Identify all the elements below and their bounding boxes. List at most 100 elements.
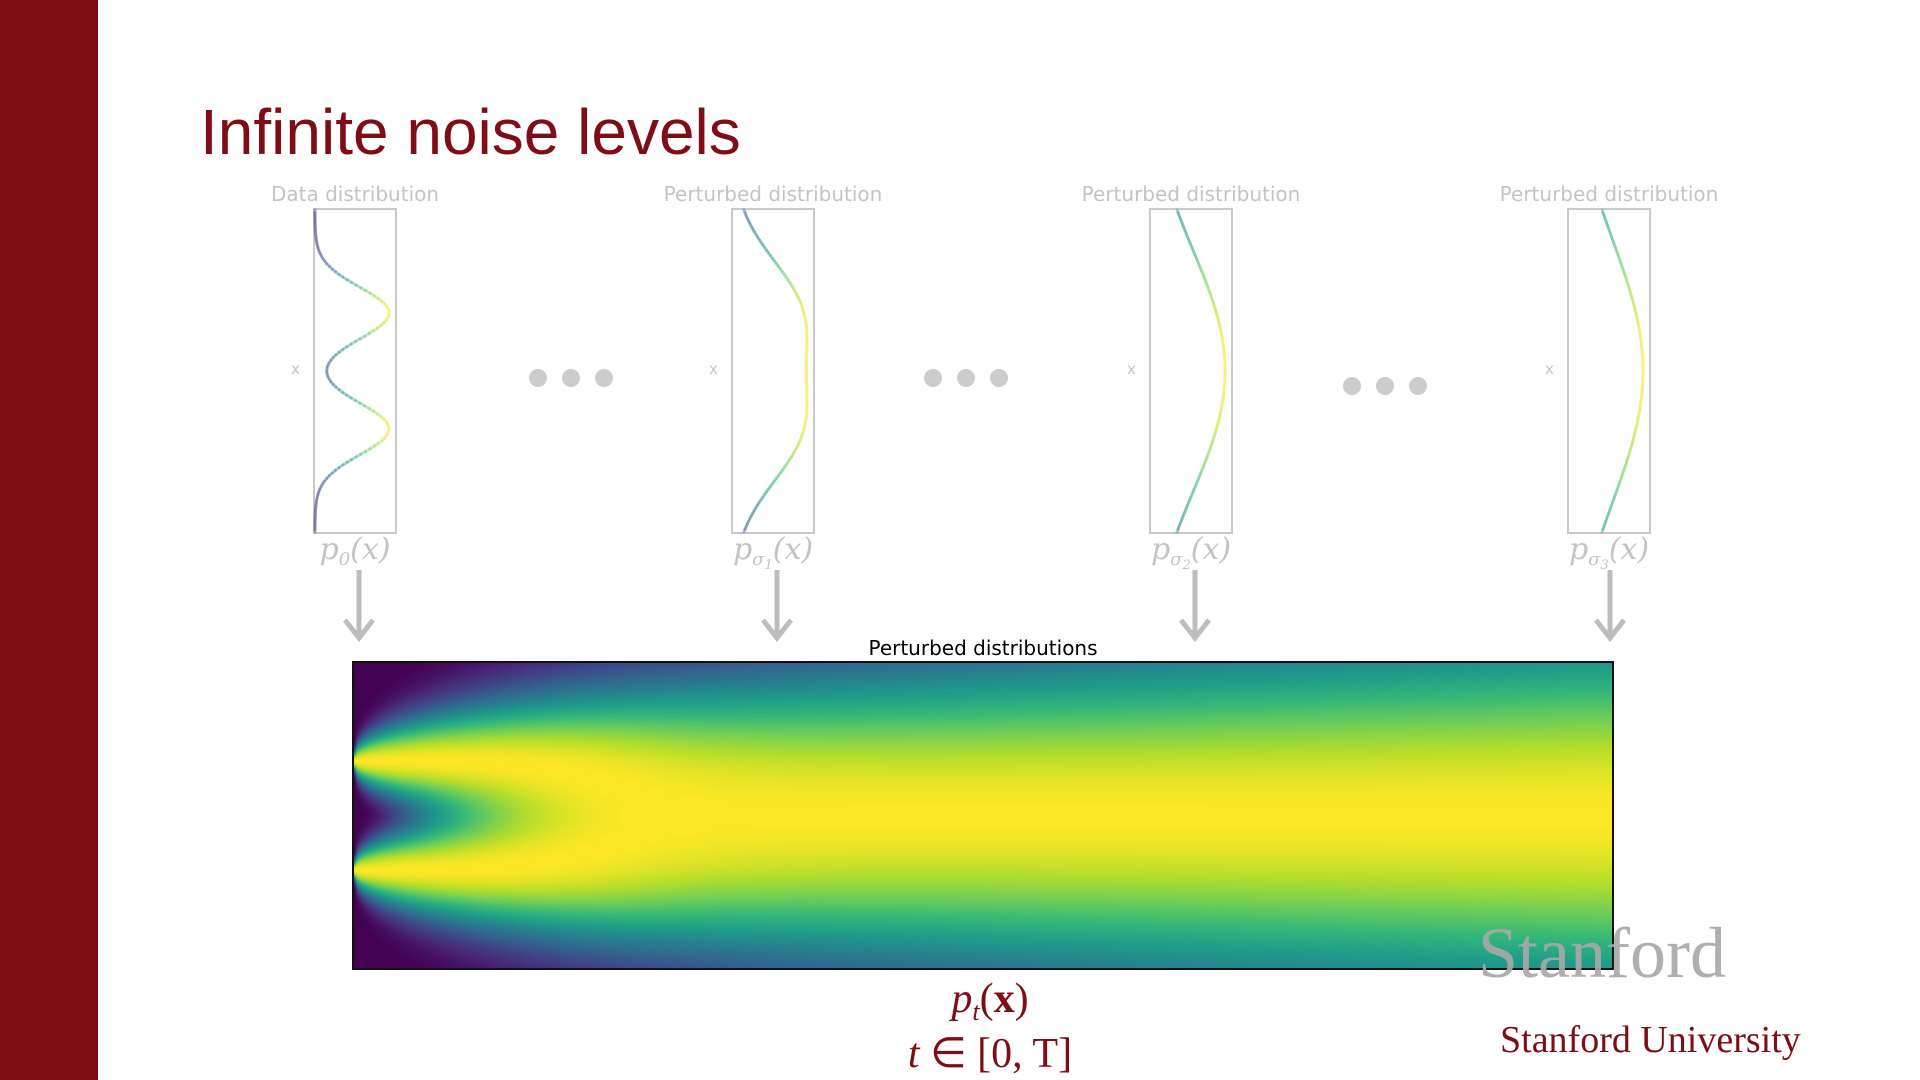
density-curve-segment [1183,229,1188,236]
density-curve-segment [786,458,792,464]
density-curve-segment [1182,227,1187,233]
density-curve-segment [1637,323,1641,330]
density-curve-segment [793,447,798,453]
density-curve-segment [1214,310,1219,317]
density-curve-segment [337,388,345,394]
density-curve-segment [363,404,371,411]
density-curve-segment [323,476,329,483]
density-curve-segment [316,490,321,496]
density-curve-segment [1180,514,1185,521]
density-curve-segment [1612,492,1617,499]
density-curve-segment [1180,221,1185,228]
density-curve-segment [358,334,367,341]
density-curve-segment [1621,468,1626,475]
density-curve-segment [326,361,331,368]
density-curve-segment [1614,248,1619,255]
density-curve-segment [772,259,778,266]
density-label: p0(x) [319,532,391,570]
density-curve-segment [354,452,363,459]
density-curve-segment [329,356,335,362]
density-curve-segment [1615,484,1620,491]
density-curve-segment [1632,431,1637,437]
density-curve-segment [386,428,391,435]
density-curve-segment [1630,439,1635,445]
density-curve-segment [376,323,383,330]
density-curve-segment [793,289,798,295]
density-curve-segment [1619,262,1624,268]
density-curve-segment [315,240,319,247]
density-curve-segment [385,431,390,437]
density-curve-segment [1624,278,1629,284]
density-curve-segment [1632,433,1636,440]
density-curve-segment [1606,511,1611,518]
density-curve-segment [318,484,323,491]
density-curve-segment [763,246,769,252]
density-curve-segment [770,256,776,263]
density-curve [742,208,809,534]
density-curve-segment [1175,208,1180,215]
density-curve-segment [1603,519,1608,526]
density-curve-segment [386,423,391,429]
density-curve-segment [327,358,333,365]
density-curve-segment [802,425,806,432]
density-curve-segment [748,221,753,228]
density-curve-segment [1612,243,1617,250]
density-curve-segment [1207,447,1212,453]
density-curve-segment [800,431,805,437]
density-curve-segment [749,224,755,231]
density-curve-segment [1219,404,1224,411]
density-curve-segment [1205,283,1210,290]
density-curve-segment [341,460,349,467]
time-range-formula: t ∈ [0, T] [907,1031,1073,1077]
density-curve-segment [778,267,784,274]
density-curve-segment [770,479,776,486]
density-curve-segment [1179,517,1184,523]
density-curve-segment [789,452,795,459]
density-curve-segment [1215,313,1220,319]
density-curve-segment [1214,425,1219,432]
density-curve-segment [751,509,756,515]
density-curve-segment [1177,522,1182,529]
plot-frame [1567,208,1651,534]
density-curve-segment [794,291,799,298]
density-curve-segment [345,342,353,349]
density-curve-segment [1219,329,1223,335]
density-curve-segment [788,280,793,287]
density-curve-segment [743,525,748,531]
density-curve-segment [376,412,383,419]
density-curve-segment [1618,259,1623,266]
density-curve-segment [782,463,788,470]
density-curve-segment [358,401,367,408]
density-curve-segment [1624,458,1629,464]
density-curve [313,208,391,534]
density-curve-segment [1611,495,1616,502]
density-curve-segment [1198,264,1203,271]
density-curve-segment [1216,420,1220,427]
density-curve-segment [1182,509,1187,515]
density-curve-segment [1211,436,1216,443]
density-curve-segment [331,382,338,389]
density-curve-segment [353,399,362,405]
density-curve-segment [1186,500,1191,507]
density-curve-segment [1199,267,1204,274]
density-curve-segment [1217,415,1222,421]
density-curve-segment [1637,412,1641,419]
density-curve-segment [759,495,765,502]
density-curve-segment [1181,511,1186,518]
arrow-down-icon [343,570,375,643]
density-curve-segment [345,393,353,400]
density-curve-segment [341,345,349,352]
density-curve-segment [1207,289,1212,295]
density-curve-segment [1602,213,1607,220]
density-curve-segment [768,482,774,488]
plot-frame [731,208,815,534]
density-curve-segment [1627,450,1632,456]
slide-title: Infinite noise levels [200,96,741,168]
density-curve-segment [1205,452,1210,459]
density-curve-segment [1616,254,1621,260]
density-curve-segment [333,466,341,472]
density-curve-segment [766,484,772,491]
density-curve-segment [755,235,761,242]
density-curve-segment [1176,211,1181,217]
ellipsis-dots-icon [924,369,1044,399]
